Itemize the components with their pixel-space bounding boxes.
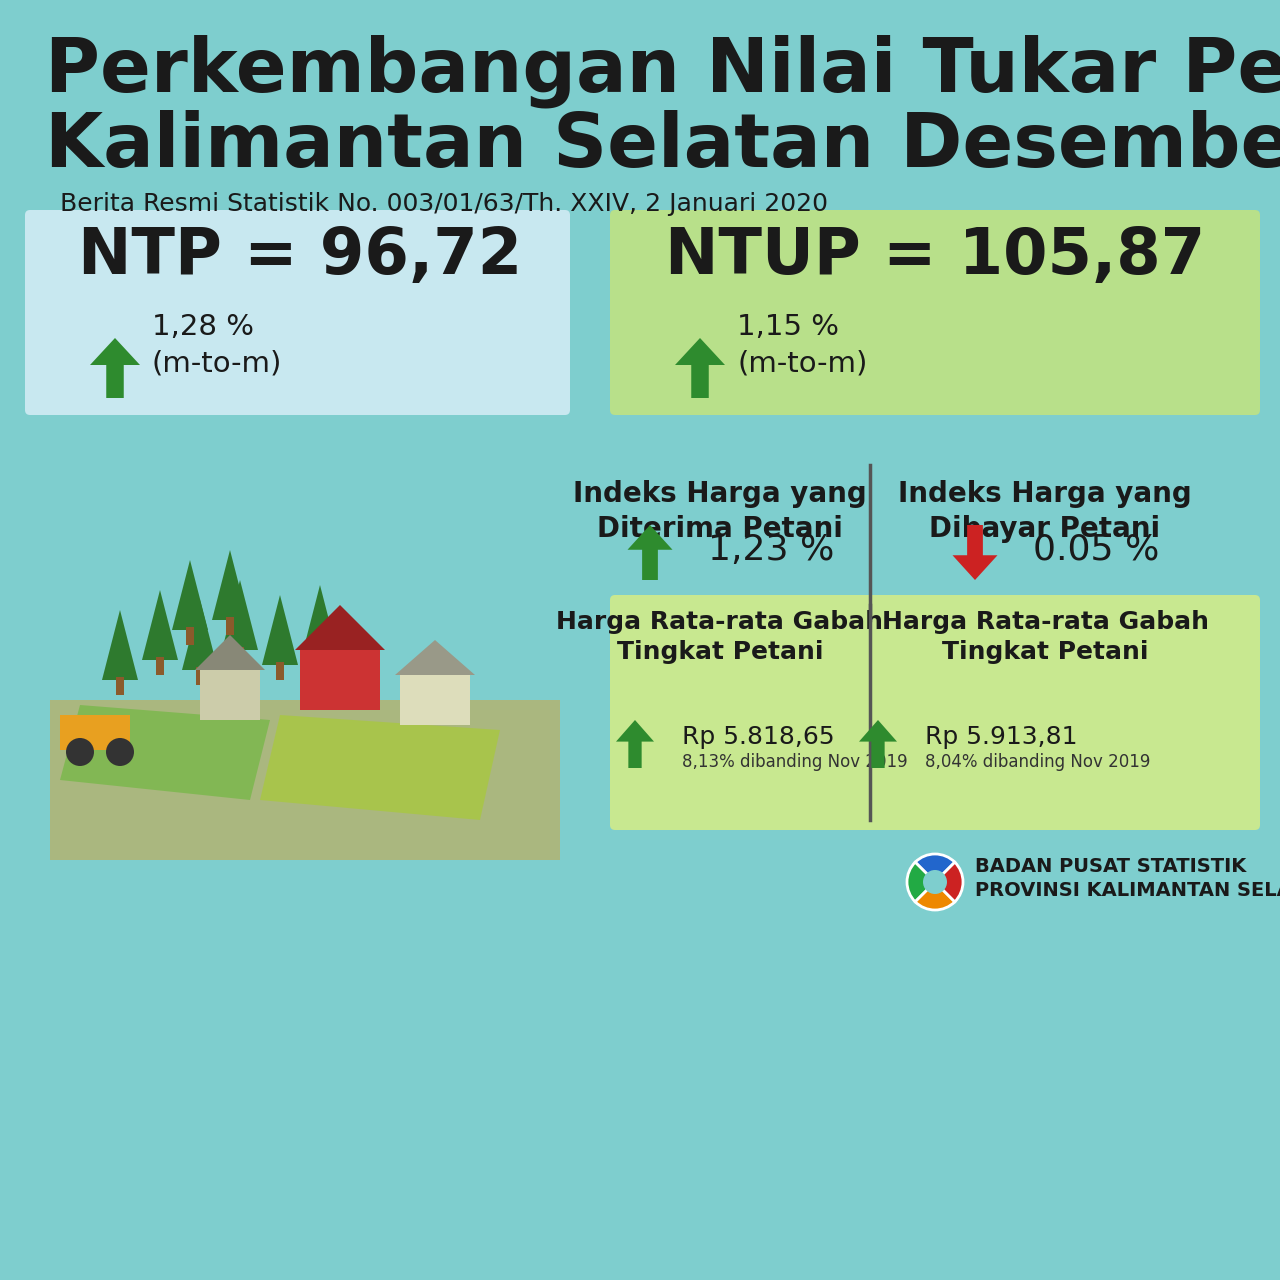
FancyBboxPatch shape [611, 595, 1260, 829]
Bar [156, 657, 164, 675]
Text: Rp 5.818,65: Rp 5.818,65 [682, 724, 835, 749]
Polygon shape [60, 705, 270, 800]
Polygon shape [302, 585, 338, 655]
Polygon shape [142, 590, 178, 660]
Bar [116, 677, 124, 695]
Polygon shape [627, 525, 672, 580]
Text: Indeks Harga yang
Diterima Petani: Indeks Harga yang Diterima Petani [573, 480, 867, 543]
Text: BADAN PUSAT STATISTIK: BADAN PUSAT STATISTIK [975, 858, 1247, 877]
Text: Kalimantan Selatan Desember 2019: Kalimantan Selatan Desember 2019 [45, 110, 1280, 183]
Bar [60, 716, 131, 750]
Circle shape [106, 739, 134, 765]
Polygon shape [90, 338, 140, 398]
Polygon shape [212, 550, 248, 620]
Text: Harga Rata-rata Gabah
Tingkat Petani: Harga Rata-rata Gabah Tingkat Petani [882, 611, 1208, 664]
Wedge shape [915, 882, 955, 910]
Polygon shape [260, 716, 500, 820]
Text: Perkembangan Nilai Tukar Petani: Perkembangan Nilai Tukar Petani [45, 35, 1280, 109]
Polygon shape [396, 640, 475, 675]
Bar [236, 646, 244, 666]
Polygon shape [675, 338, 724, 398]
FancyBboxPatch shape [611, 210, 1260, 415]
Polygon shape [262, 595, 298, 666]
Text: NTP = 96,72: NTP = 96,72 [78, 225, 522, 287]
Bar [276, 662, 284, 680]
Bar [227, 617, 234, 635]
Text: 1,15 %
(m-to-m): 1,15 % (m-to-m) [737, 312, 868, 378]
Polygon shape [294, 605, 385, 650]
Text: 1,28 %
(m-to-m): 1,28 % (m-to-m) [152, 312, 283, 378]
Polygon shape [616, 719, 654, 768]
Bar [200, 669, 260, 719]
Bar [399, 675, 470, 724]
Text: 0.05 %: 0.05 % [1033, 532, 1160, 567]
Polygon shape [952, 525, 997, 580]
Text: 8,13% dibanding Nov 2019: 8,13% dibanding Nov 2019 [682, 753, 908, 771]
Wedge shape [908, 863, 934, 902]
Text: Rp 5.913,81: Rp 5.913,81 [925, 724, 1078, 749]
Bar [196, 667, 204, 685]
Text: Berita Resmi Statistik No. 003/01/63/Th. XXIV, 2 Januari 2020: Berita Resmi Statistik No. 003/01/63/Th.… [60, 192, 828, 216]
Bar [316, 652, 324, 669]
Text: NTUP = 105,87: NTUP = 105,87 [664, 225, 1206, 287]
Polygon shape [50, 700, 561, 860]
Wedge shape [915, 854, 955, 882]
Polygon shape [221, 580, 259, 650]
Wedge shape [934, 863, 963, 902]
Polygon shape [102, 611, 138, 680]
FancyBboxPatch shape [26, 210, 570, 415]
Circle shape [67, 739, 93, 765]
Bar [186, 627, 195, 645]
Polygon shape [195, 635, 265, 669]
Text: 8,04% dibanding Nov 2019: 8,04% dibanding Nov 2019 [925, 753, 1151, 771]
Text: Harga Rata-rata Gabah
Tingkat Petani: Harga Rata-rata Gabah Tingkat Petani [557, 611, 883, 664]
Polygon shape [859, 719, 897, 768]
Text: 1,23 %: 1,23 % [708, 532, 835, 567]
Text: PROVINSI KALIMANTAN SELATAN: PROVINSI KALIMANTAN SELATAN [975, 881, 1280, 900]
Text: Indeks Harga yang
Dibayar Petani: Indeks Harga yang Dibayar Petani [899, 480, 1192, 543]
Polygon shape [172, 561, 207, 630]
Polygon shape [182, 600, 218, 669]
Bar [300, 650, 380, 710]
Circle shape [923, 870, 947, 893]
